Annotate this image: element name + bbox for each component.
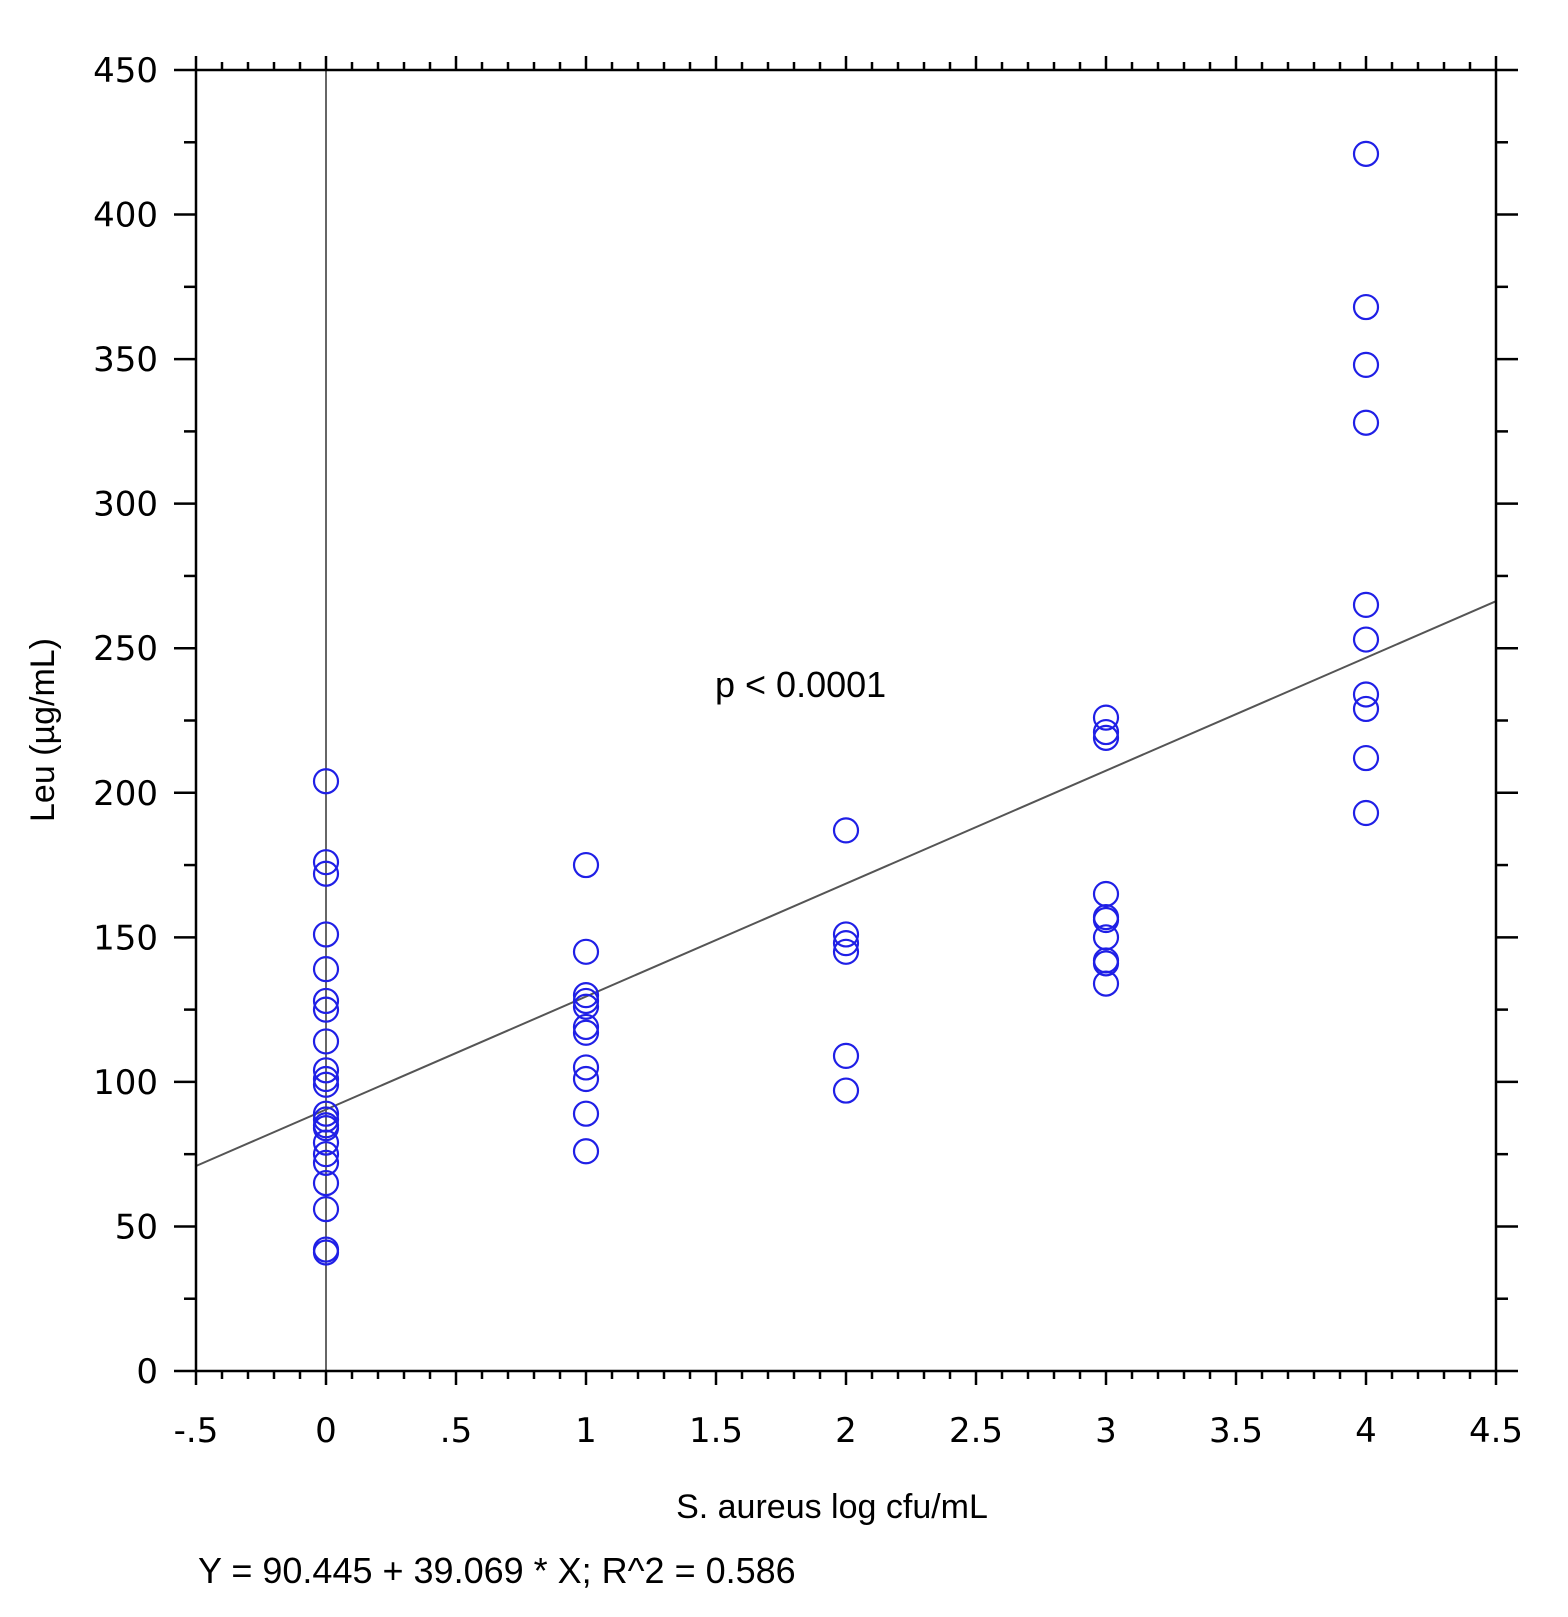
data-point [572,1100,600,1127]
x-tick-label: 4 [1355,1411,1377,1451]
y-tick-label: 350 [93,340,158,380]
data-point [832,1042,860,1069]
data-point [1092,704,1120,731]
data-points-layer [312,140,1380,1266]
data-point [832,921,860,948]
regression-equation: Y = 90.445 + 39.069 * X; R^2 = 0.586 [198,1550,796,1591]
data-point [1352,744,1380,772]
x-tick-label: 0 [315,1411,337,1451]
x-tick-label: 4.5 [1469,1411,1523,1451]
y-tick-label: 450 [93,51,158,91]
data-point [572,993,600,1020]
data-point [312,987,340,1015]
data-point [312,1239,340,1266]
data-point [1352,351,1380,378]
annotation-p-value: p < 0.0001 [715,664,886,705]
data-point [312,1028,340,1055]
data-point [1092,718,1120,746]
data-point [1092,880,1120,908]
data-point [312,1195,340,1223]
data-point [832,938,860,965]
plot-frame [194,68,1498,1373]
regression-line [195,600,1497,1167]
y-tick-label: 250 [93,629,158,669]
y-tick-label: 0 [136,1352,158,1392]
y-tick-label: 150 [93,918,158,958]
data-point [312,1071,340,1098]
data-point [1352,799,1380,827]
data-point [1092,970,1120,997]
data-point [312,1100,340,1127]
data-point [312,956,340,983]
data-point [572,982,600,1009]
data-point [312,1065,340,1093]
y-tick-labels-layer: 0 50 100 150 200 250 300 350 400 450 [93,51,158,1392]
y-tick-label: 100 [93,1063,158,1103]
data-point [572,1065,600,1093]
data-point [832,817,860,844]
data-point [832,930,860,957]
plot-frame-layer [194,68,1498,1373]
data-point [1352,409,1380,436]
x-tick-label: .5 [440,1411,472,1451]
data-point [832,1077,860,1104]
y-tick-label: 200 [93,774,158,814]
data-point [572,1054,600,1081]
x-tick-label: 2 [835,1411,857,1451]
data-point [312,1149,340,1176]
data-point [312,1115,340,1142]
data-point [1352,591,1380,618]
data-point [1352,681,1380,708]
data-point [572,851,600,879]
data-point [1352,695,1380,723]
data-point [312,849,340,876]
data-point [1092,950,1120,977]
x-tick-label: 1.5 [689,1411,743,1451]
x-tick-label: 1 [575,1411,597,1451]
x-tick-label: 3 [1095,1411,1117,1451]
data-point [1352,293,1380,321]
data-point [572,1138,600,1165]
data-point [572,938,600,965]
data-point [572,987,600,1015]
data-point [312,996,340,1023]
regression-line-layer [195,600,1497,1167]
y-tick-label: 300 [93,485,158,525]
x-tick-labels-layer: -.5 0 .5 1 1.5 2 2.5 3 3.5 4 4.5 [174,1411,1523,1451]
data-point [572,1019,600,1046]
x-tick-label: 2.5 [949,1411,1003,1451]
data-point [312,1057,340,1084]
x-axis-title: S. aureus log cfu/mL [676,1488,988,1526]
x-tick-label: 3.5 [1209,1411,1263,1451]
data-point [312,1141,340,1168]
ticks-layer [174,56,1518,1385]
data-point [572,1013,600,1041]
y-tick-label: 50 [115,1207,158,1247]
data-point [312,1129,340,1156]
data-point [1092,724,1120,751]
y-axis-title: Leu (µg/mL) [24,638,62,822]
y-tick-label: 400 [93,196,158,236]
data-point [312,860,340,887]
data-point [312,768,340,795]
data-point [1092,906,1120,934]
x-tick-label: -.5 [174,1411,219,1451]
data-point [312,1169,340,1197]
data-point [1352,140,1380,167]
data-point [1352,626,1380,653]
data-point [312,921,340,948]
